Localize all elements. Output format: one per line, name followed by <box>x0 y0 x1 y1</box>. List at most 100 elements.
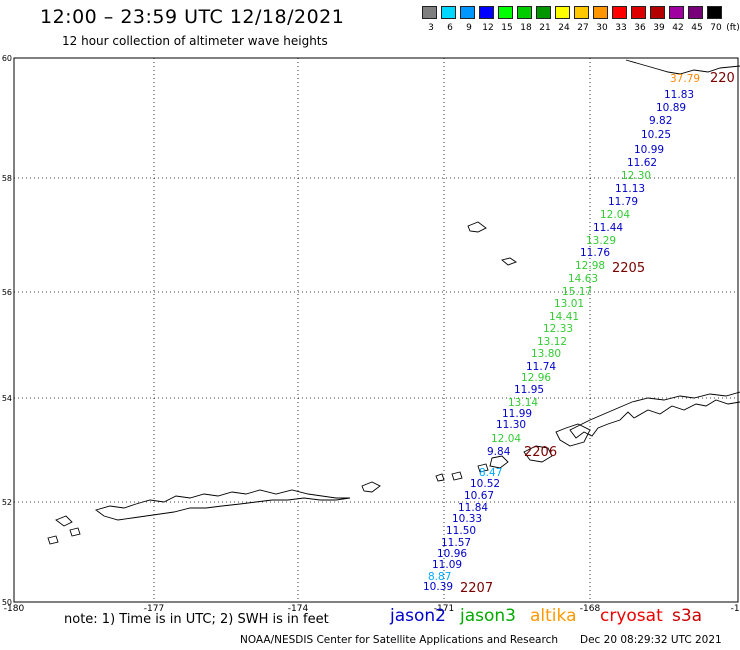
lat-lon-grid <box>14 58 738 602</box>
wave-height-value: 11.74 <box>526 361 556 373</box>
pass-id-labels: 2207 2206 2205 220 <box>460 71 735 596</box>
legend-satellite-jason2: jason2 <box>390 606 446 626</box>
wave-height-value: 11.57 <box>441 537 471 549</box>
scale-swatch <box>707 6 722 19</box>
andreanof-islands <box>361 481 381 493</box>
wave-height-value: 11.50 <box>446 525 476 537</box>
umnak-island <box>489 455 509 469</box>
wave-height-value: 11.76 <box>580 247 610 259</box>
wave-height-value: 13.80 <box>531 348 561 360</box>
scale-unit-label: (ft) <box>726 23 740 33</box>
near-islands-3 <box>47 535 59 545</box>
map-subtitle: 12 hour collection of altimeter wave hei… <box>62 34 328 48</box>
bristol-bay-coast <box>625 59 740 75</box>
scale-swatch <box>422 6 437 19</box>
scale-swatch <box>460 6 475 19</box>
scale-swatch <box>669 6 684 19</box>
scale-swatch <box>593 6 608 19</box>
latitude-tick-label: 58 <box>2 174 12 183</box>
wave-height-value: 13.29 <box>586 235 616 247</box>
latitude-tick-label: 56 <box>2 288 12 297</box>
latitude-tick-label: 54 <box>2 394 12 403</box>
wave-height-value: 11.30 <box>496 419 526 431</box>
wave-height-value: 11.84 <box>458 502 488 514</box>
wave-height-value: 10.67 <box>464 490 494 502</box>
scale-swatch <box>688 6 703 19</box>
scale-label: 15 <box>501 23 513 33</box>
wave-height-value: 11.95 <box>514 384 544 396</box>
pass-id-label: 2206 <box>524 445 557 460</box>
scale-swatch <box>536 6 551 19</box>
wave-height-value: 37.79 <box>670 73 700 85</box>
scale-label: 6 <box>447 23 453 33</box>
pass-id-label: 2205 <box>612 261 645 276</box>
axis-tick-labels: 60 58 56 54 52 50-180 -177 -174 -171 -168 -16 <box>2 54 740 614</box>
longitude-tick-label: -168 <box>580 604 601 614</box>
legend-satellite-jason3: jason3 <box>460 606 516 626</box>
scale-swatch <box>574 6 589 19</box>
wave-height-value: 8.87 <box>428 571 451 583</box>
generation-timestamp: Dec 20 08:29:32 UTC 2021 <box>580 634 722 646</box>
scale-label: 12 <box>482 23 494 33</box>
map-title: 12:00 – 23:59 UTC 12/18/2021 <box>40 6 345 28</box>
legend-satellite-s3a: s3a <box>672 606 703 626</box>
legend-satellite-altika: altika <box>530 606 577 626</box>
scale-label: 45 <box>691 23 703 33</box>
wave-height-value: 12.30 <box>621 170 651 182</box>
longitude-tick-label: -16 <box>731 604 740 614</box>
scale-label: 42 <box>672 23 684 33</box>
longitude-tick-label: -174 <box>288 604 309 614</box>
amukta-island <box>435 473 445 482</box>
wave-height-value: 13.01 <box>554 298 584 310</box>
wave-height-value: 10.89 <box>656 102 686 114</box>
latitude-tick-label: 52 <box>2 498 12 507</box>
alaska-peninsula-coast <box>569 391 740 439</box>
wave-height-value: 11.44 <box>593 222 623 234</box>
scale-swatch <box>498 6 513 19</box>
wave-height-value: 9.82 <box>649 115 672 127</box>
wave-height-value: 12.96 <box>521 372 551 384</box>
pribilof-st-paul <box>467 221 487 233</box>
scale-label: 21 <box>539 23 551 33</box>
scale-label: 39 <box>653 23 665 33</box>
scale-label: 24 <box>558 23 570 33</box>
longitude-tick-label: -177 <box>144 604 164 614</box>
wave-height-value: 10.25 <box>641 129 671 141</box>
scale-label: 36 <box>634 23 646 33</box>
wave-height-value: 10.52 <box>470 478 500 490</box>
wave-height-value: 13.12 <box>537 336 567 348</box>
wave-height-value: 11.79 <box>608 196 638 208</box>
fox-islet-1 <box>477 463 489 473</box>
wave-height-value: 10.39 <box>423 581 453 593</box>
wave-height-value: 12.33 <box>543 323 573 335</box>
unalaska-island <box>523 445 553 463</box>
scale-label: 9 <box>466 23 472 33</box>
scale-label: 3 <box>428 23 434 33</box>
pribilof-st-george <box>501 257 517 266</box>
wave-height-value: 10.33 <box>452 513 482 525</box>
scale-swatch <box>479 6 494 19</box>
wave-height-value: 11.09 <box>432 559 462 571</box>
islands-of-four-mountains <box>451 471 463 481</box>
wave-height-value: 11.83 <box>664 89 694 101</box>
pass-id-label: 2207 <box>460 581 493 596</box>
wave-height-value: 10.96 <box>437 548 467 560</box>
scale-label: 70 <box>710 23 722 33</box>
wave-height-value: 10.99 <box>634 144 664 156</box>
longitude-tick-label: -180 <box>4 604 25 614</box>
wave-height-value: 8.47 <box>479 467 502 479</box>
scale-label: 33 <box>615 23 627 33</box>
near-islands-1 <box>55 515 73 527</box>
wave-height-value: 14.41 <box>549 311 579 323</box>
latitude-tick-label: 50 <box>2 598 12 607</box>
wave-height-value: 12.04 <box>491 433 521 445</box>
scale-swatch <box>517 6 532 19</box>
legend-satellite-cryosat: cryosat <box>600 606 663 626</box>
wave-height-value: 15.17 <box>562 286 592 298</box>
near-islands-2 <box>69 527 81 537</box>
longitude-tick-label: -171 <box>434 604 454 614</box>
wave-height-value: 11.99 <box>502 408 532 420</box>
scale-swatch <box>650 6 665 19</box>
scale-swatch <box>441 6 456 19</box>
